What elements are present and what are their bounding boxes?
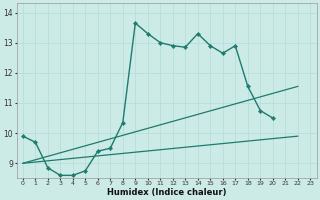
X-axis label: Humidex (Indice chaleur): Humidex (Indice chaleur) [107, 188, 226, 197]
